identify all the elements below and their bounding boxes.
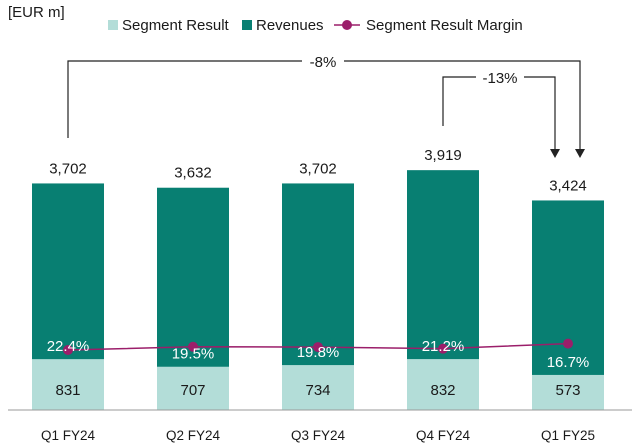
labels: 3,702 22.4% 831 Q1 FY24 3,632 19.5% 707 Q2 FY24… [41,147,595,443]
bar-segment-result-q1-fy25 [532,374,604,410]
bar-segment-result-q1-fy24 [32,359,104,410]
unit-label: [EUR m] [8,4,65,21]
margin-line-group [63,338,573,355]
category-label-q1-fy25: Q1 FY25 [541,428,595,443]
arrowhead-quarter-change [550,149,560,158]
legend-swatch-segment-result [108,20,118,30]
segment-result-label-q3-fy24: 734 [305,382,330,399]
margin-label-q1-fy24: 22.4% [47,338,90,355]
margin-point-q2-fy24 [188,341,198,352]
legend-label-revenues: Revenues [256,17,324,34]
segment-result-label-q1-fy25: 573 [555,382,580,399]
margin-point-q4-fy24 [438,343,448,354]
bar-segment-result-q4-fy24 [407,359,479,410]
annotation-quarter-change: -13% [482,70,517,87]
legend-swatch-revenues [242,20,252,30]
segment-result-label-q4-fy24: 832 [430,382,455,399]
bars [32,170,604,410]
bar-segment-result-q3-fy24 [282,365,354,410]
legend-label-margin: Segment Result Margin [366,17,523,34]
revenue-label-q1-fy25: 3,424 [549,177,587,194]
legend-marker-margin [342,20,352,30]
revenue-label-q1-fy24: 3,702 [49,160,87,177]
revenue-label-q3-fy24: 3,702 [299,160,337,177]
bar-segment-result-q2-fy24 [157,366,229,410]
margin-label-q1-fy25: 16.7% [547,354,590,371]
bracket-quarter-change [442,76,556,150]
segment-result-label-q2-fy24: 707 [180,382,205,399]
margin-point-q1-fy24 [63,345,73,355]
legend: Segment Result Revenues Segment Result M… [108,17,523,34]
category-label-q1-fy24: Q1 FY24 [41,428,96,443]
legend-label-segment-result: Segment Result [122,17,230,34]
category-label-q4-fy24: Q4 FY24 [416,428,471,443]
category-label-q2-fy24: Q2 FY24 [166,428,221,443]
category-label-q3-fy24: Q3 FY24 [291,428,346,443]
annotation-annual-change: -8% [310,54,337,71]
annotations: -8% -13% [67,52,585,158]
revenue-label-q2-fy24: 3,632 [174,165,212,182]
segment-result-label-q1-fy24: 831 [55,382,80,399]
margin-point-q3-fy24 [313,342,323,353]
revenue-label-q4-fy24: 3,919 [424,147,462,164]
arrowhead-annual-change [575,149,585,158]
margin-label-q3-fy24: 19.8% [297,344,340,361]
margin-point-q1-fy25 [563,338,573,349]
margin-label-q2-fy24: 19.5% [172,346,215,363]
margin-label-q4-fy24: 21.2% [422,338,465,355]
